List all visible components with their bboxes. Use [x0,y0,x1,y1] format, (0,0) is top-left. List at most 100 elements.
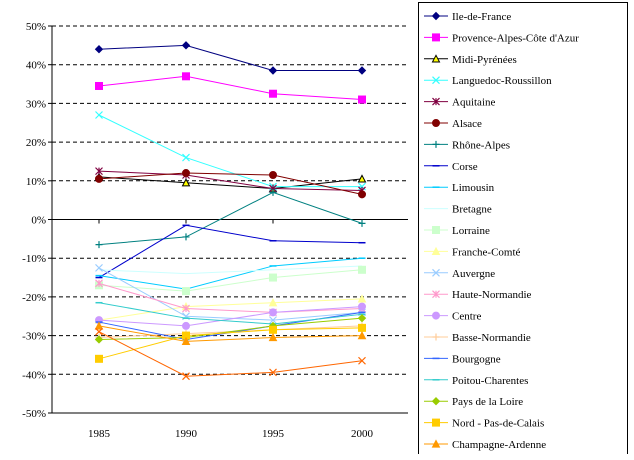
data-point [95,81,103,90]
legend-marker [432,226,440,234]
data-point [95,327,103,336]
marker-shape [358,190,366,199]
data-point [182,233,190,241]
legend-label: Alsace [452,118,482,130]
legend-item: Rhône-Alpes [424,139,510,151]
series-corse [95,224,366,279]
legend-item: Poitou-Charentes [424,375,528,387]
legend-label: Franche-Comté [452,246,521,258]
series-champagne-ardenne [94,321,367,346]
legend-label: Bourgogne [452,353,501,365]
legend-marker [431,246,441,256]
data-point [268,298,278,307]
data-point [269,170,277,179]
marker-shape [95,81,103,90]
legend-item: Franche-Comté [424,246,521,258]
legend-label: Champagne-Ardenne [452,439,546,451]
legend-label: Midi-Pyrénées [452,54,517,66]
data-point [357,313,367,323]
data-point [95,174,103,183]
legend-label: Corse [452,161,478,173]
legend-item: Languedoc-Roussillon [424,75,552,87]
marker-shape [182,169,190,178]
series-bretagne [98,265,363,275]
series-line [98,75,363,101]
legend-label: Haute-Normandie [452,289,532,301]
series-ile-de-france [94,41,367,75]
data-point [182,169,190,178]
marker-shape [268,298,278,307]
marker-shape [269,89,277,98]
y-tick-label: 0% [31,215,46,227]
series-line [98,267,363,321]
data-point [357,66,367,75]
marker-shape [358,356,366,365]
legend-label: Lorraine [452,225,490,237]
data-point [358,95,366,104]
marker-shape [269,316,277,325]
marker-shape [432,140,440,148]
data-point [268,332,278,342]
legend-item: Champagne-Ardenne [424,439,546,451]
legend-item: Nord - Pas-de-Calais [424,418,544,430]
data-point [181,41,191,50]
legend-marker [432,119,440,127]
data-point [95,354,103,363]
legend-label: Pays de la Loire [452,396,523,408]
marker-shape [432,119,440,127]
marker-shape [432,311,440,320]
legend-marker [432,76,440,85]
data-point [95,279,103,288]
y-tick-label: 20% [26,137,46,149]
series-line [98,302,363,325]
legend-marker [432,33,440,42]
marker-shape [182,304,190,313]
marker-shape [357,331,367,340]
marker-shape [358,219,366,227]
data-point [357,294,367,303]
legend-label: Rhône-Alpes [452,139,510,151]
marker-shape [431,396,441,406]
marker-shape [432,97,440,106]
data-point [182,304,190,313]
marker-shape [269,325,277,334]
data-point [94,335,104,344]
series-line [98,44,362,72]
marker-shape [431,246,441,256]
legend-marker [432,290,440,299]
marker-shape [181,41,191,50]
data-point [358,190,366,199]
legend-item: Aquitaine [424,97,495,109]
series-rh-ne-alpes [95,188,366,249]
marker-shape [269,308,277,317]
series-line [98,224,363,278]
y-tick-label: -50% [22,408,46,420]
marker-shape [357,174,367,183]
y-tick-label: -30% [22,331,46,343]
marker-shape [95,111,103,119]
legend-marker [431,11,441,21]
data-point [182,372,190,381]
data-point [182,153,190,162]
legend-marker [432,311,440,320]
marker-shape [269,368,277,377]
marker-shape [432,268,440,277]
series-line [98,269,363,292]
marker-shape [95,279,103,288]
legend-item: Alsace [424,118,482,130]
series-line [98,282,363,313]
legend-label: Aquitaine [452,97,495,109]
marker-shape [268,332,278,342]
legend-viewport: Ile-de-France Provence-Alpes-Côte d'Azur M… [418,2,628,454]
data-point [358,302,366,311]
grid [52,25,408,375]
data-point [181,178,191,187]
data-point [269,325,277,334]
series-line [98,176,363,190]
legend-label: Centre [452,311,481,323]
legend-item: Centre [424,311,481,323]
legend: Ile-de-France Provence-Alpes-Côte d'Azur M… [418,2,628,454]
legend-marker [431,54,441,63]
legend-marker [432,268,440,277]
series-nord-pas-de-calais [95,323,366,363]
